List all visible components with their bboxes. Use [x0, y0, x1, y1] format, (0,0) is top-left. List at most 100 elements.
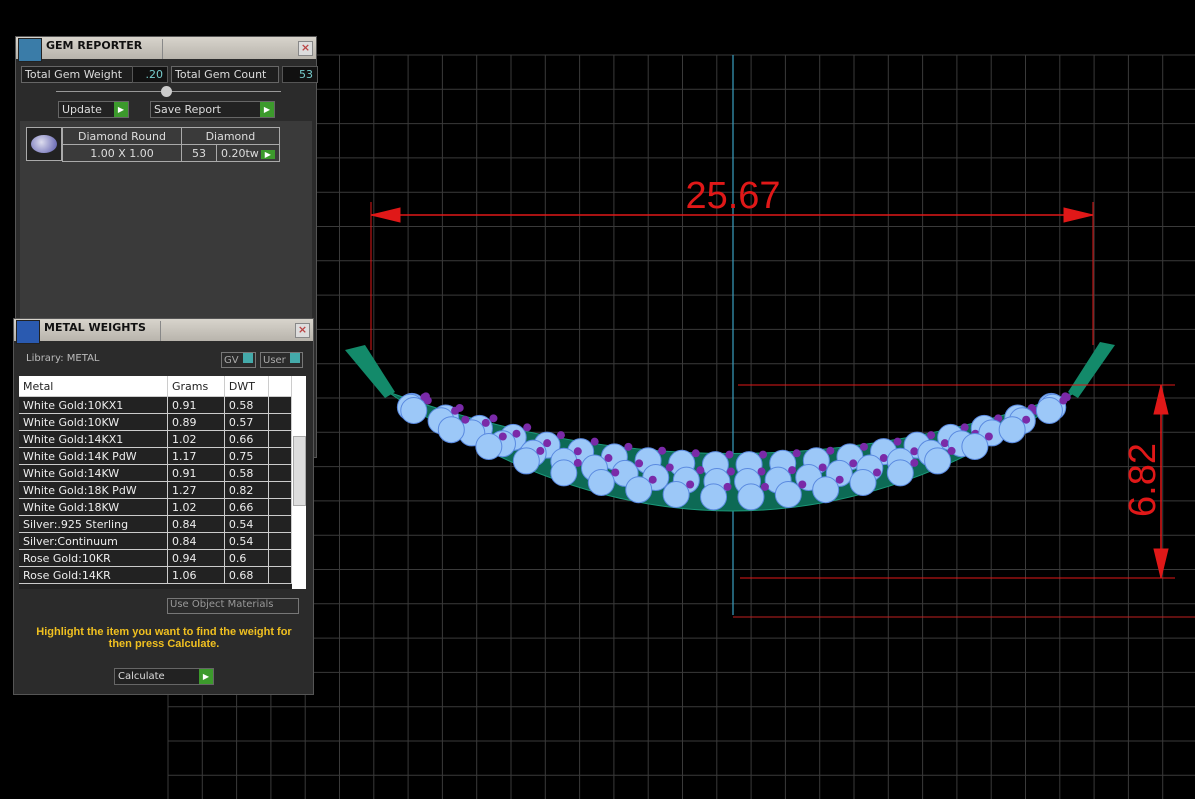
total-gem-count-label: Total Gem Count: [171, 66, 279, 83]
table-cell: 1.17: [167, 447, 225, 465]
gem-reporter-titlebar[interactable]: GEM REPORTER ×: [16, 37, 316, 62]
height-dimension-label: 6.82: [1122, 443, 1164, 517]
table-cell: White Gold:14K PdW: [19, 447, 168, 465]
metal-weights-titlebar[interactable]: METAL WEIGHTS ×: [14, 319, 313, 344]
metal-table: Metal Grams DWT White Gold:10KX1 0.91 0.58 Wh…: [19, 376, 292, 589]
table-cell: 0.91: [167, 464, 225, 482]
table-cell: Silver:.925 Sterling: [19, 515, 168, 533]
prong: [523, 423, 532, 432]
prong: [1022, 415, 1031, 424]
table-row[interactable]: White Gold:10KW 0.89 0.57: [19, 413, 292, 431]
table-scrollbar[interactable]: [292, 376, 306, 589]
table-cell: 0.58: [224, 396, 270, 414]
table-cell: 0.66: [224, 430, 270, 448]
gem-reporter-icon: [18, 38, 42, 62]
prong: [489, 414, 498, 423]
prong: [960, 423, 969, 432]
table-cell: 0.75: [224, 447, 270, 465]
table-row[interactable]: White Gold:14K PdW 1.17 0.75: [19, 447, 292, 465]
diamond-round-icon: [26, 127, 62, 161]
gem-shape: Diamond Round: [62, 127, 182, 145]
diamond-gem: [886, 459, 914, 487]
table-cell: 1.02: [167, 430, 225, 448]
prong: [725, 450, 734, 459]
total-gem-weight-value: .20: [132, 66, 168, 83]
diamond-gem: [737, 483, 765, 511]
table-cell: 0.6: [224, 549, 270, 567]
table-row[interactable]: White Gold:18KW 1.02 0.66: [19, 498, 292, 516]
width-dimension-label: 25.67: [685, 175, 780, 217]
table-cell: 0.82: [224, 481, 270, 499]
column-header[interactable]: Metal: [19, 376, 168, 397]
table-cell: White Gold:14KW: [19, 464, 168, 482]
table-row[interactable]: White Gold:18K PdW 1.27 0.82: [19, 481, 292, 499]
table-cell: 1.02: [167, 498, 225, 516]
diamond-gem: [437, 416, 465, 444]
grid: [167, 54, 1195, 799]
divider-handle[interactable]: [56, 86, 281, 97]
diamond-gem: [1035, 396, 1063, 424]
prong: [696, 466, 705, 475]
prong: [1059, 396, 1068, 405]
gem-size: 1.00 X 1.00: [62, 144, 182, 162]
prong: [590, 437, 599, 446]
ring-model[interactable]: [345, 342, 1115, 512]
table-row[interactable]: White Gold:14KW 0.91 0.58: [19, 464, 292, 482]
table-row[interactable]: Rose Gold:10KR 0.94 0.6: [19, 549, 292, 567]
prong: [498, 432, 507, 441]
table-cell: Rose Gold:14KR: [19, 566, 168, 584]
gv-toggle[interactable]: GV: [221, 352, 256, 368]
gem-count: 53: [181, 144, 217, 162]
close-icon[interactable]: ×: [298, 41, 313, 56]
prong: [893, 437, 902, 446]
prong: [788, 466, 797, 475]
diamond-gem: [662, 480, 690, 508]
table-cell: 0.84: [167, 515, 225, 533]
prong: [792, 449, 801, 458]
table-row[interactable]: Silver:Continuum 0.84 0.54: [19, 532, 292, 550]
table-cell: 0.66: [224, 498, 270, 516]
table-cell: 1.06: [167, 566, 225, 584]
column-header[interactable]: Grams: [167, 376, 225, 397]
prong: [536, 446, 545, 455]
total-gem-weight-label: Total Gem Weight: [21, 66, 133, 83]
table-row[interactable]: White Gold:10KX1 0.91 0.58: [19, 396, 292, 414]
prong: [726, 467, 735, 476]
prong: [423, 396, 432, 405]
table-cell: Rose Gold:10KR: [19, 549, 168, 567]
update-button[interactable]: Update ▶: [58, 101, 129, 118]
gem-row[interactable]: Diamond Round Diamond 1.00 X 1.00 53 0.20tw…: [26, 127, 280, 162]
table-row[interactable]: Silver:.925 Sterling 0.84 0.54: [19, 515, 292, 533]
close-icon[interactable]: ×: [295, 323, 310, 338]
save-report-button[interactable]: Save Report ▶: [150, 101, 275, 118]
play-icon[interactable]: ▶: [260, 149, 275, 159]
prong: [635, 459, 644, 468]
prong: [624, 442, 633, 451]
diamond-gem: [400, 396, 428, 424]
table-cell: 0.54: [224, 515, 270, 533]
diamond-gem: [924, 447, 952, 475]
diamond-gem: [700, 483, 728, 511]
table-cell: 0.91: [167, 396, 225, 414]
diamond-gem: [998, 416, 1026, 444]
user-toggle[interactable]: User: [260, 352, 303, 368]
use-object-materials-toggle[interactable]: Use Object Materials: [167, 598, 299, 614]
prong: [859, 442, 868, 451]
prong: [611, 468, 620, 477]
calculate-button[interactable]: Calculate ▶: [114, 668, 214, 685]
table-row[interactable]: Rose Gold:14KR 1.06 0.68: [19, 566, 292, 584]
diamond-gem: [550, 459, 578, 487]
diamond-gem: [475, 432, 503, 460]
play-icon: ▶: [199, 669, 213, 684]
column-header[interactable]: DWT: [224, 376, 270, 397]
play-icon: ▶: [114, 102, 128, 117]
table-row[interactable]: White Gold:14KX1 1.02 0.66: [19, 430, 292, 448]
diamond-gem: [812, 476, 840, 504]
prong: [835, 475, 844, 484]
table-cell: Silver:Continuum: [19, 532, 168, 550]
prong: [686, 480, 695, 489]
prong: [723, 482, 732, 491]
table-cell: 0.94: [167, 549, 225, 567]
table-cell: White Gold:18KW: [19, 498, 168, 516]
